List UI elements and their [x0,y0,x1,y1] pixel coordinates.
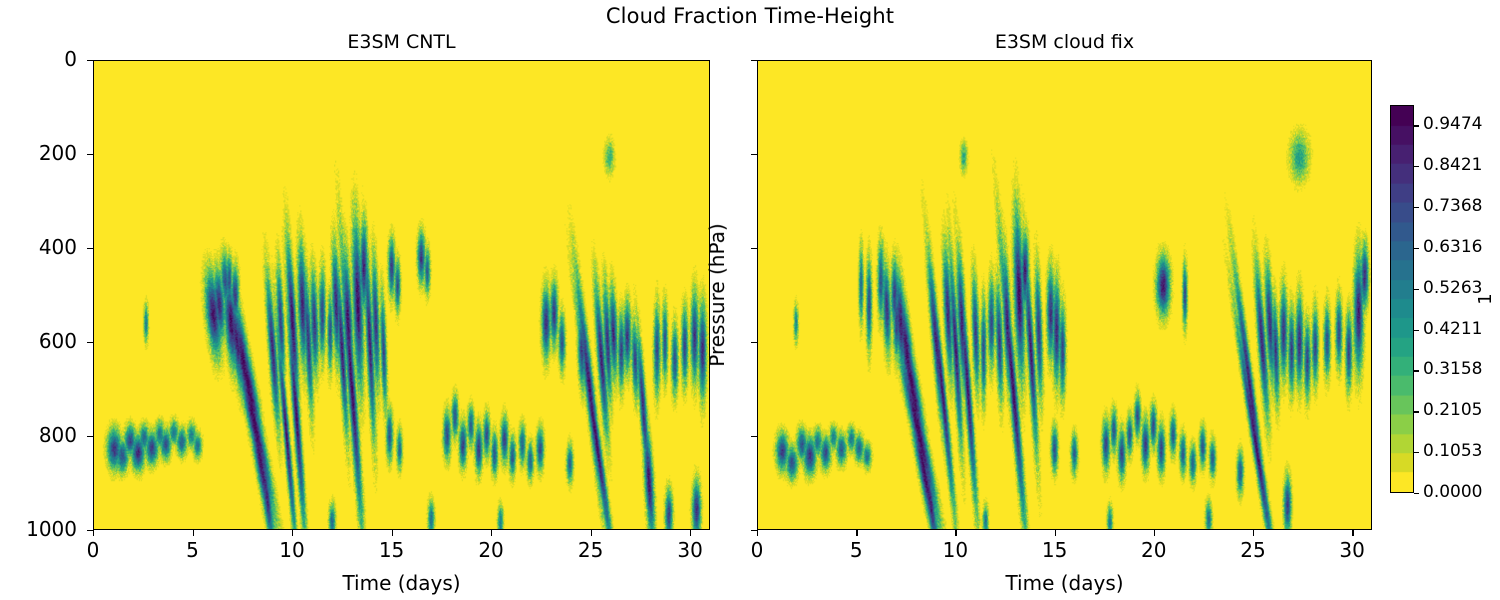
xtick-label: 15 [1041,538,1068,562]
colorbar-gradient [1391,106,1413,492]
colorbar-tick-mark [1414,329,1419,331]
ytick-label: 800 [38,423,77,447]
colorbar-tick-mark [1414,166,1419,168]
xtick-mark [955,530,957,536]
colorbar-tick-label: 0.3158 [1423,359,1483,380]
xtick-mark [391,530,393,536]
colorbar-tick-mark [1414,247,1419,250]
ytick-label: 1000 [26,517,77,541]
panel-title-e3sm-cloud-fix: E3SM cloud fix [994,31,1135,53]
xtick-label: 10 [942,538,969,562]
xtick-label: 15 [378,538,405,562]
xtick-label: 25 [1240,538,1266,562]
ytick-mark [751,436,757,438]
xtick-mark [1054,530,1056,536]
colorbar-label: 1 [1475,293,1496,305]
colorbar-tick-label: 0.0000 [1423,482,1483,502]
xtick-mark [856,530,858,536]
xtick-label: 5 [849,538,863,562]
xtick-mark [1153,530,1156,536]
colorbar [1390,105,1414,493]
ytick-mark [87,436,93,438]
y-axis-label: Pressure (hPa) [705,223,729,367]
xtick-label: 30 [677,538,703,562]
colorbar-tick-mark [1414,125,1419,127]
ytick-label: 600 [38,329,77,353]
xtick-label: 20 [1141,538,1167,562]
colorbar-tick-mark [1414,370,1419,372]
colorbar-tick-label: 0.2105 [1423,400,1483,421]
heatmap-image-e3sm-cntl [94,61,709,529]
colorbar-tick-label: 0.7368 [1423,196,1483,217]
colorbar-tick-label: 0.5263 [1423,277,1483,298]
xtick-label: 0 [750,538,764,562]
colorbar-tick-mark [1414,288,1419,290]
xtick-mark [491,530,493,536]
xtick-mark [590,530,592,536]
xtick-mark [690,530,692,536]
colorbar-tick-label: 0.6316 [1423,236,1483,257]
heatmap-panel-e3sm-cntl[interactable] [93,60,710,530]
heatmap-image-e3sm-cloud-fix [758,61,1371,529]
xtick-mark [93,530,95,536]
colorbar-tick-mark [1414,411,1419,413]
colorbar-tick-label: 0.8421 [1423,155,1483,176]
figure-title: Cloud Fraction Time-Height [605,4,895,28]
ytick-label: 400 [38,235,77,259]
ytick-mark [87,154,93,156]
colorbar-tick-mark [1414,452,1419,454]
heatmap-panel-e3sm-cloud-fix[interactable] [757,60,1372,530]
x-axis-label: Time (days) [342,571,461,595]
ytick-mark [87,342,93,344]
xtick-mark [1252,530,1255,536]
xtick-mark [292,530,294,536]
ytick-mark [87,60,93,62]
ytick-mark [87,248,93,250]
xtick-label: 10 [279,538,305,562]
ytick-mark [751,530,757,532]
ytick-label: 0 [64,47,77,71]
ytick-mark [751,342,757,344]
x-axis-label: Time (days) [1005,571,1124,595]
xtick-mark [1352,530,1354,536]
xtick-label: 5 [186,538,199,562]
colorbar-tick-label: 0.4211 [1423,318,1483,339]
colorbar-tick-label: 0.1053 [1423,441,1483,462]
colorbar-tick-label: 0.9474 [1423,114,1483,135]
colorbar-tick-mark [1414,493,1419,495]
panel-title-e3sm-cntl: E3SM CNTL [347,31,456,53]
xtick-label: 25 [577,538,604,562]
colorbar-tick-mark [1414,207,1419,209]
xtick-label: 20 [478,538,504,562]
ytick-mark [87,530,93,532]
ytick-label: 200 [38,141,77,165]
ytick-mark [751,248,757,250]
xtick-label: 30 [1339,538,1365,562]
xtick-mark [192,530,194,536]
xtick-label: 0 [86,538,100,562]
ytick-mark [751,60,757,62]
ytick-mark [751,154,757,156]
xtick-mark [757,530,759,536]
